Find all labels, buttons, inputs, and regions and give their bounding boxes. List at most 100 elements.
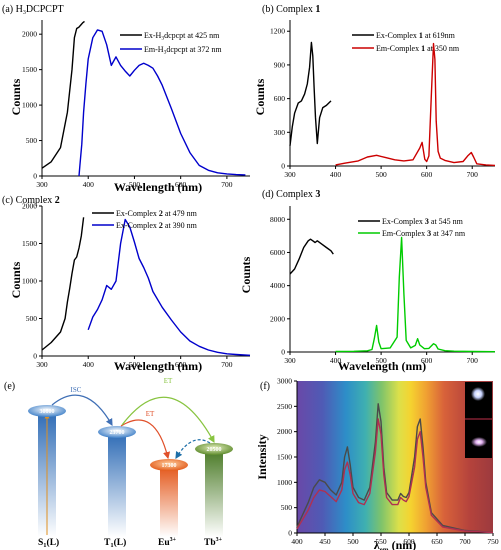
y-tick-label: 2000	[277, 427, 292, 436]
panel-c: (c) Complex 2 Counts Wavelength (nm) 300…	[2, 195, 251, 373]
panel-d-legend: Ex-Complex 3 at 545 nm Em-Complex 3 at 3…	[358, 217, 466, 238]
series-line-1	[335, 236, 496, 353]
panel-d-xlabel: Wavelength (nm)	[338, 359, 426, 373]
x-tick-label: 700	[467, 356, 479, 365]
panel-f-ylabel: Intensity	[255, 434, 269, 479]
photo-blue-glow	[471, 387, 485, 401]
legend-a1: Em-H3dcpcpt at 372 nm	[144, 45, 222, 56]
panel-b-legend: Ex-Complex 1 at 619nm Em-Complex 1 at 35…	[352, 31, 460, 53]
series-line-0	[41, 20, 85, 169]
panel-b-label: (b) Complex 1	[262, 4, 320, 15]
y-tick-label: 8000	[270, 215, 285, 224]
legend-a0: Ex-H3dcpcpt at 425 nm	[144, 31, 220, 42]
t1-value: 23700	[110, 430, 125, 436]
panel-b: (b) Complex 1 Counts 300 400 500 600 7000300…	[253, 4, 496, 179]
visible-spectrum-band	[297, 381, 493, 533]
panel-a-ylabel: Counts	[9, 78, 23, 115]
panel-c-xlabel: Wavelength (nm)	[114, 359, 202, 373]
legend-b0: Ex-Complex 1 at 619nm	[376, 31, 456, 40]
tb-level	[195, 443, 233, 455]
panel-d-ylabel: Counts	[239, 256, 253, 293]
x-tick-label: 500	[129, 180, 141, 189]
x-tick-label: 550	[375, 537, 387, 546]
x-tick-label: 600	[403, 537, 415, 546]
series-line-0	[41, 217, 85, 351]
s1-level	[28, 405, 66, 417]
x-tick-label: 650	[431, 537, 443, 546]
x-tick-label: 600	[421, 170, 433, 179]
et-tb-arrow	[121, 396, 215, 444]
panel-a-axes: 300 400 500 600 700 0 500 1000 1500 2000	[22, 20, 250, 189]
x-tick-label: 400	[83, 180, 95, 189]
y-tick-label: 500	[26, 314, 38, 323]
tb-value: 20500	[207, 447, 222, 453]
panel-c-series	[41, 217, 251, 356]
y-tick-label: 1500	[277, 453, 292, 462]
panel-d-series	[289, 236, 496, 353]
panel-e-label: (e)	[4, 381, 15, 392]
panel-a-series	[41, 20, 246, 177]
panel-d-label: (d) Complex 3	[262, 189, 320, 200]
et-eu-arrow	[120, 419, 171, 460]
x-tick-label: 450	[319, 537, 331, 546]
panel-a-label: (a) H3DCPCPT	[2, 4, 64, 16]
t1-label: T1(L)	[104, 537, 126, 549]
eu-label: Eu3+	[158, 537, 177, 548]
y-tick-label: 0	[288, 529, 292, 538]
tb-label: Tb3+	[204, 537, 223, 548]
series-line-1	[335, 42, 496, 167]
y-tick-label: 1000	[22, 101, 37, 110]
x-tick-label: 600	[175, 180, 187, 189]
et-tb-label: ET	[164, 377, 173, 385]
panel-c-axes: 300 400 500 600 700 0 500 1000 1500 2000	[22, 202, 250, 369]
legend-c1: Ex-Complex 2 at 390 nm	[116, 221, 198, 230]
y-tick-label: 0	[281, 162, 285, 171]
y-tick-label: 2000	[22, 202, 37, 211]
y-tick-label: 500	[26, 136, 38, 145]
eu-value: 17300	[162, 463, 177, 469]
series-line-1	[296, 418, 494, 534]
y-tick-label: 3000	[277, 377, 292, 386]
panel-c-legend: Ex-Complex 2 at 479 nm Ex-Complex 2 at 3…	[92, 209, 198, 230]
x-tick-label: 750	[487, 537, 499, 546]
x-tick-label: 500	[347, 537, 359, 546]
panel-f: (f) Intensity λem (nm) 400 450 500 550 600 650…	[255, 377, 499, 550]
panel-f-xlabel: λem (nm)	[374, 538, 417, 550]
y-tick-label: 2000	[22, 30, 37, 39]
panel-f-label: (f)	[260, 381, 270, 392]
eu-bar	[160, 467, 178, 537]
x-tick-label: 700	[221, 180, 233, 189]
y-tick-label: 0	[33, 172, 37, 181]
x-tick-label: 500	[375, 356, 387, 365]
x-tick-label: 500	[375, 170, 387, 179]
tb-bar	[205, 450, 223, 537]
x-tick-label: 700	[221, 360, 233, 369]
y-tick-label: 900	[274, 60, 286, 69]
y-tick-label: 1000	[22, 277, 37, 286]
x-tick-label: 500	[129, 360, 141, 369]
y-tick-label: 1200	[270, 27, 285, 36]
y-tick-label: 1500	[22, 239, 37, 248]
legend-c0: Ex-Complex 2 at 479 nm	[116, 209, 198, 218]
x-tick-label: 400	[291, 537, 303, 546]
panel-a-xlabel: Wavelength (nm)	[114, 180, 202, 194]
x-tick-label: 700	[459, 537, 471, 546]
s1-value: 30800	[40, 409, 55, 415]
x-tick-label: 300	[284, 356, 296, 365]
x-tick-label: 600	[175, 360, 187, 369]
y-tick-label: 2000	[270, 314, 285, 323]
eu-level	[150, 459, 188, 471]
panel-b-series	[289, 41, 496, 167]
et-eu-label: ET	[146, 410, 155, 418]
series-line-0	[289, 238, 334, 275]
t1-level	[98, 426, 136, 438]
panel-b-ylabel: Counts	[253, 78, 267, 115]
panel-c-ylabel: Counts	[9, 261, 23, 298]
panel-f-axes: 400 450 500 550 600 650 700 750 0 500 1000 1500 2000…	[277, 377, 499, 547]
panel-d: (d) Complex 3 Counts Wavelength (nm) 300…	[239, 189, 496, 373]
y-tick-label: 0	[281, 348, 285, 357]
panel-e-energy-diagram: (e) 30800 23700 17300 20500 ISC ET ET S1…	[4, 377, 233, 549]
panel-f-series	[296, 403, 494, 534]
series-line-1	[87, 218, 251, 356]
